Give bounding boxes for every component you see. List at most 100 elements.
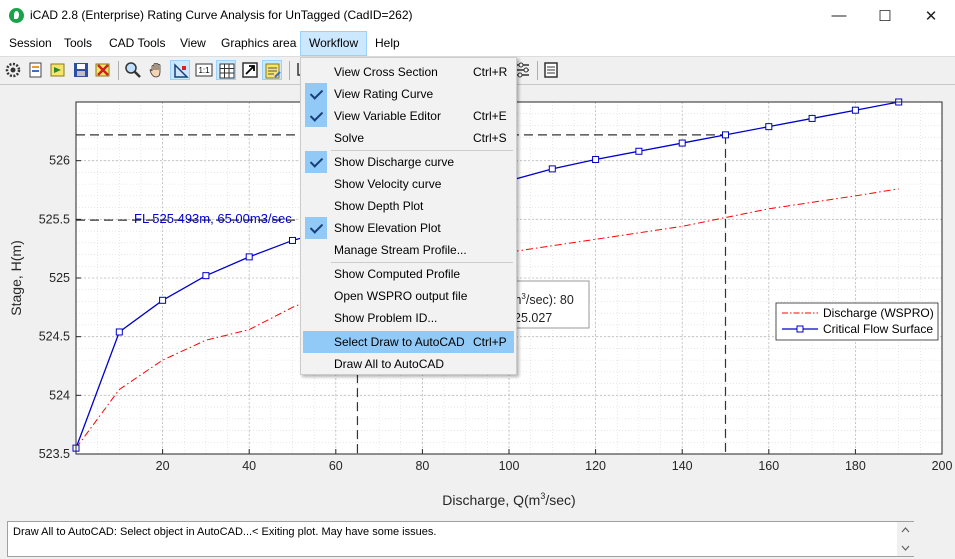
menu-separator — [331, 150, 513, 151]
x-tick-label: 20 — [156, 459, 170, 473]
tooltip-line1-tail: /sec): 80 — [526, 293, 574, 307]
menu-graphics-area[interactable]: Graphics area — [221, 36, 297, 50]
menu-item-show-elevation-plot[interactable]: Show Elevation Plot — [303, 217, 514, 239]
data-tooltip: m3/sec): 80 25.027 — [479, 280, 590, 329]
y-tick-label: 525.5 — [39, 212, 70, 226]
menu-view[interactable]: View — [180, 36, 206, 50]
checkmark-icon — [305, 83, 327, 105]
y-tick-label: 523.5 — [39, 447, 70, 461]
gear-icon[interactable] — [3, 60, 23, 80]
one-to-one-icon[interactable]: 1:1 — [194, 60, 214, 80]
menu-session[interactable]: Session — [9, 36, 52, 50]
checkmark-icon — [305, 151, 327, 173]
menu-item-show-problem-id[interactable]: Show Problem ID... — [334, 311, 438, 325]
y-tick-label: 526 — [49, 154, 70, 168]
notes-icon[interactable] — [262, 60, 282, 80]
flow-level-annotation: FL 525.493m, 65.00m3/sec — [134, 211, 292, 226]
data-point-marker — [678, 139, 686, 147]
menu-item-manage-stream-profile[interactable]: Manage Stream Profile... — [334, 243, 467, 257]
tooltip-superscript: 3 — [521, 292, 526, 301]
run-icon[interactable] — [48, 60, 68, 80]
data-point-marker — [808, 114, 816, 122]
menu-item-open-wspro-output[interactable]: Open WSPRO output file — [334, 289, 468, 303]
y-axis-label: Stage, H(m) — [8, 240, 24, 315]
app-logo-icon — [9, 8, 24, 23]
data-point-marker — [202, 272, 210, 280]
x-tick-label: 40 — [242, 459, 256, 473]
menu-item-show-computed-profile[interactable]: Show Computed Profile — [334, 267, 461, 281]
menu-bar: Session Tools CAD Tools View Graphics ar… — [0, 31, 955, 57]
maximize-button[interactable]: ☐ — [878, 7, 892, 25]
menu-cad-tools[interactable]: CAD Tools — [109, 36, 166, 50]
x-tick-label: 140 — [672, 459, 693, 473]
x-axis-label: Discharge, Q(m3/sec) — [442, 491, 575, 508]
data-point-marker — [548, 165, 556, 173]
report-icon[interactable] — [541, 60, 561, 80]
pan-hand-icon[interactable] — [147, 60, 167, 80]
data-point-marker — [765, 123, 773, 131]
x-tick-label: 120 — [585, 459, 606, 473]
series-line-0 — [75, 188, 899, 449]
menu-item-view-variable-editor[interactable]: View Variable Editor Ctrl+E — [303, 105, 514, 127]
x-tick-label: 160 — [758, 459, 779, 473]
toolbar-separator — [289, 61, 290, 80]
legend-label-critical-flow: Critical Flow Surface — [823, 322, 933, 336]
svg-text:m3/sec): 80: m3/sec): 80 — [511, 292, 574, 307]
tooltip-line2: 25.027 — [514, 311, 552, 325]
menu-tools[interactable]: Tools — [64, 36, 93, 50]
svg-text:1:1: 1:1 — [198, 66, 210, 75]
scroll-down-icon[interactable] — [901, 545, 910, 551]
save-icon[interactable] — [71, 60, 91, 80]
status-bar: Draw All to AutoCAD: Select object in Au… — [7, 521, 914, 557]
menu-item-select-draw-to-autocad[interactable]: Select Draw to AutoCAD Ctrl+P — [303, 331, 514, 353]
x-tick-label: 200 — [932, 459, 953, 473]
menu-item-show-depth-plot[interactable]: Show Depth Plot — [334, 199, 424, 213]
checkmark-icon — [305, 217, 327, 239]
window-title: iCAD 2.8 (Enterprise) Rating Curve Analy… — [30, 8, 413, 22]
workflow-menu-dropdown: View Cross Section Ctrl+R View Rating Cu… — [300, 57, 517, 375]
menu-help[interactable]: Help — [375, 36, 400, 50]
toolbar-separator — [537, 61, 538, 80]
menu-item-view-rating-curve[interactable]: View Rating Curve — [303, 83, 514, 105]
data-point-marker — [635, 147, 643, 155]
legend-marker-critical-flow — [796, 325, 804, 333]
data-point-marker — [289, 236, 296, 244]
legend-label-discharge: Discharge (WSPRO) — [823, 306, 934, 320]
export-icon[interactable] — [240, 60, 260, 80]
data-point-marker — [592, 155, 600, 163]
menu-separator — [331, 262, 513, 263]
menu-item-solve[interactable]: Solve Ctrl+S — [334, 131, 507, 145]
scroll-up-icon[interactable] — [901, 527, 910, 533]
y-tick-label: 525 — [49, 271, 70, 285]
close-button[interactable]: ✕ — [924, 7, 938, 25]
menu-item-show-velocity-curve[interactable]: Show Velocity curve — [334, 177, 442, 191]
chart-legend: Discharge (WSPRO) Critical Flow Surface — [775, 302, 939, 341]
zoom-icon[interactable] — [123, 60, 143, 80]
y-tick-label: 524 — [49, 388, 70, 402]
menu-item-draw-all-to-autocad[interactable]: Draw All to AutoCAD — [334, 357, 445, 371]
options-icon[interactable] — [513, 60, 533, 80]
title-bar: iCAD 2.8 (Enterprise) Rating Curve Analy… — [0, 0, 955, 31]
status-text: Draw All to AutoCAD: Select object in Au… — [13, 526, 437, 538]
data-point-marker — [115, 328, 123, 336]
menu-workflow[interactable]: Workflow — [300, 31, 368, 56]
new-document-icon[interactable] — [26, 60, 46, 80]
menu-item-show-discharge-curve[interactable]: Show Discharge curve — [303, 151, 514, 173]
data-point-marker — [245, 253, 253, 261]
data-point-marker — [851, 106, 859, 114]
minimize-button[interactable]: — — [831, 7, 847, 24]
x-tick-label: 80 — [415, 459, 429, 473]
data-point-marker — [159, 296, 167, 304]
data-point-marker — [722, 131, 729, 139]
select-point-icon[interactable] — [170, 60, 190, 80]
checkmark-icon — [305, 105, 327, 127]
delete-icon[interactable] — [93, 60, 113, 80]
x-tick-label: 100 — [499, 459, 520, 473]
status-scrollbar[interactable] — [897, 522, 914, 556]
x-tick-label: 180 — [845, 459, 866, 473]
menu-item-view-cross-section[interactable]: View Cross Section Ctrl+R — [334, 65, 508, 79]
toolbar-separator — [118, 61, 119, 80]
y-tick-label: 524.5 — [39, 330, 70, 344]
grid-icon[interactable] — [216, 60, 236, 80]
x-tick-label: 60 — [329, 459, 343, 473]
